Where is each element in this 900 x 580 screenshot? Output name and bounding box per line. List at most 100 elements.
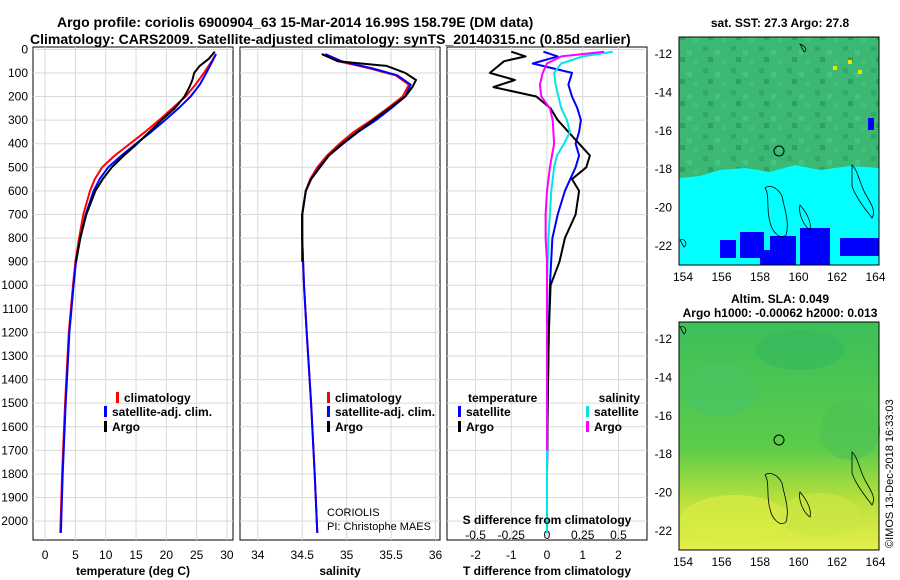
- s-diff-tick-label: -0.5: [465, 528, 486, 542]
- map-lat-tick: -16: [655, 124, 673, 138]
- s-diff-tick-label: 0.25: [571, 528, 595, 542]
- x-tick-label: 34: [251, 548, 265, 562]
- legend-swatch-satellite: [104, 406, 107, 417]
- x-tick-label: 25: [190, 548, 204, 562]
- sst-map-frame: [678, 36, 880, 266]
- temperature-legend: climatology satellite-adj. clim. Argo: [104, 391, 212, 434]
- legend-title-salinity: salinity: [599, 391, 641, 405]
- sst-argo-marker: [773, 145, 785, 157]
- series-layer: [59, 50, 613, 533]
- s-diff-tick-label: 0: [544, 528, 551, 542]
- legend-label-climatology: climatology: [335, 391, 402, 405]
- depth-tick-label: 600: [8, 184, 28, 198]
- legend-swatch-climatology: [327, 392, 330, 403]
- x-axis-ticks: 0 5 10 15 20 25 30 34 34.5 35 35.5 36 -2 -1 0 1 2 -0.5 -0.…: [42, 528, 627, 562]
- x-tick-label: 0: [544, 548, 551, 562]
- map-lon-tick: 154: [673, 270, 693, 284]
- map-lat-tick: -16: [655, 409, 673, 423]
- x-tick-label: 5: [72, 548, 79, 562]
- sst-warm-dots: [833, 60, 862, 74]
- x-tick-label: 34.5: [291, 548, 315, 562]
- salinity-legend: climatology satellite-adj. clim. Argo: [327, 391, 435, 434]
- salinity-series-argo: [301, 53, 417, 262]
- depth-tick-label: 1800: [1, 467, 28, 481]
- sla-map-title-1: Altim. SLA: 0.049: [731, 292, 829, 306]
- depth-tick-label: 1100: [2, 302, 28, 316]
- x-tick-label: 35.5: [379, 548, 403, 562]
- sla-argo-marker: [773, 434, 785, 446]
- map-lon-tick: 158: [750, 555, 770, 569]
- depth-tick-label: 1200: [1, 325, 28, 339]
- sst-cold-patches: [720, 118, 879, 265]
- differences-series-s-argo: [538, 50, 605, 451]
- map-lat-tick: -20: [655, 486, 673, 500]
- map-lon-tick: 154: [673, 555, 693, 569]
- legend-label-climatology: climatology: [124, 391, 191, 405]
- x-tick-label: 10: [99, 548, 113, 562]
- map-ticks: 154 156 158 160 162 164 -12 -14 -16 -18 -20 -22 154 1…: [655, 47, 886, 569]
- x-tick-label: -2: [470, 548, 481, 562]
- x-tick-label: 30: [220, 548, 234, 562]
- salinity-xlabel: salinity: [319, 564, 361, 578]
- map-lon-tick: 156: [711, 555, 731, 569]
- temperature-xlabel: temperature (deg C): [76, 564, 190, 578]
- map-lat-tick: -18: [655, 447, 673, 461]
- legend-swatch-argo: [327, 421, 330, 432]
- sst-map: [678, 36, 880, 266]
- temperature-series-argo: [75, 51, 216, 262]
- timestamp: ©IMOS 13-Dec-2018 16:33:03: [884, 399, 896, 548]
- x-tick-label: 0: [42, 548, 49, 562]
- depth-tick-label: 800: [8, 231, 28, 245]
- sst-map-title: sat. SST: 27.3 Argo: 27.8: [711, 16, 850, 30]
- temperature-panel: [32, 46, 234, 541]
- map-lon-tick: 160: [788, 555, 808, 569]
- depth-tick-label: 0: [21, 42, 28, 56]
- legend-swatch-argo: [104, 421, 107, 432]
- temperature-series-satellite-adj-clim: [59, 53, 217, 533]
- x-tick-label: 15: [129, 548, 143, 562]
- x-tick-label: 2: [615, 548, 622, 562]
- legend-swatch-climatology: [116, 392, 119, 403]
- salinity-panel: [239, 46, 441, 541]
- pi-label: PI: Christophe MAES: [327, 521, 431, 533]
- depth-axis: 0 100 200 300 400 500 600 700 800 900 1000 1100 1200…: [1, 42, 28, 528]
- depth-tick-label: 1300: [1, 349, 28, 363]
- title-line-1: Argo profile: coriolis 6900904_63 15-Mar…: [57, 14, 533, 30]
- sla-coastlines: [679, 326, 874, 524]
- depth-tick-label: 1000: [1, 278, 28, 292]
- depth-tick-label: 300: [8, 113, 28, 127]
- grid-layer: [33, 47, 647, 540]
- legend-label-t-satellite: satellite: [466, 405, 511, 419]
- legend-label-satellite: satellite-adj. clim.: [335, 405, 435, 419]
- depth-tick-label: 1400: [1, 373, 28, 387]
- legend-swatch-satellite: [327, 406, 330, 417]
- map-lon-tick: 164: [865, 555, 885, 569]
- depth-tick-label: 1700: [1, 443, 28, 457]
- watermark-coriolis: CORIOLIS: [327, 507, 380, 519]
- map-lat-tick: -12: [655, 332, 673, 346]
- depth-tick-label: 700: [8, 207, 28, 221]
- map-lat-tick: -20: [655, 201, 673, 215]
- differences-series-t-argo: [488, 50, 591, 533]
- legend-label-t-argo: Argo: [466, 420, 494, 434]
- legend-label-satellite: satellite-adj. clim.: [112, 405, 212, 419]
- map-lat-tick: -18: [655, 162, 673, 176]
- map-lat-tick: -14: [655, 85, 673, 99]
- map-lon-tick: 164: [865, 270, 885, 284]
- depth-tick-label: 400: [8, 137, 28, 151]
- x-tick-label: 36: [429, 548, 443, 562]
- depth-tick-label: 2000: [1, 514, 28, 528]
- depth-tick-label: 100: [8, 66, 28, 80]
- map-lat-tick: -22: [655, 239, 673, 253]
- legend-swatch-s-satellite: [586, 406, 589, 417]
- depth-tick-label: 1900: [1, 491, 28, 505]
- legend-title-temperature: temperature: [468, 391, 538, 405]
- difference-legend: temperature satellite Argo salinity sate…: [458, 391, 640, 434]
- s-diff-tick-label: -0.25: [498, 528, 526, 542]
- depth-tick-label: 1500: [1, 396, 28, 410]
- map-lon-tick: 160: [788, 270, 808, 284]
- depth-tick-label: 200: [8, 90, 28, 104]
- sla-map-frame: [678, 321, 880, 551]
- legend-swatch-s-argo: [586, 421, 589, 432]
